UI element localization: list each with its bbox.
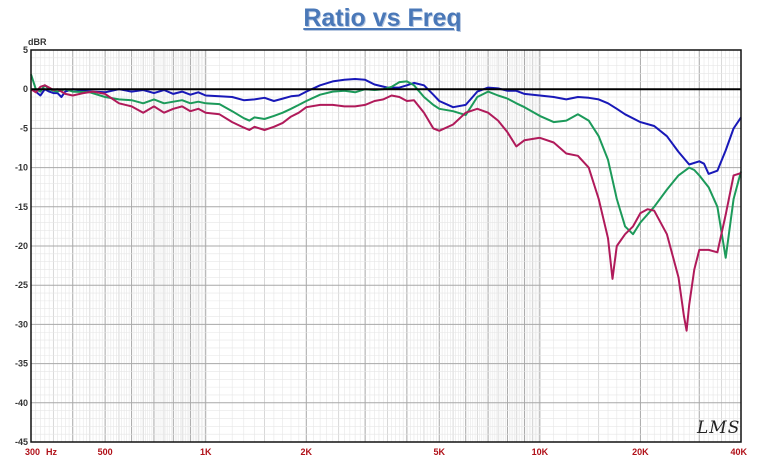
x-axis-unit-label: Hz: [46, 447, 57, 457]
series-line-3: [30, 84, 742, 332]
series-line-1: [30, 78, 742, 175]
x-tick-label: 20K: [632, 447, 649, 457]
plot-frame: [30, 49, 742, 443]
y-tick-label: 0: [23, 84, 28, 94]
x-tick-label: 40K: [730, 447, 747, 457]
y-tick-labels: 5 0 -5 -10 -15 -20 -25 -30 -35 -40 -45: [15, 45, 28, 447]
signature-logo: LMS: [697, 418, 741, 438]
x-tick-label: 300: [25, 447, 40, 457]
y-tick-label: 5: [23, 45, 28, 55]
y-tick-label: -25: [15, 280, 28, 290]
y-tick-label: -15: [15, 202, 28, 212]
y-tick-label: -10: [15, 163, 28, 173]
x-tick-label: 500: [98, 447, 113, 457]
y-tick-label: -30: [15, 319, 28, 329]
x-tick-labels: 300 500 1K 2K 5K 10K 20K 40K: [25, 447, 747, 457]
chart-title: Ratio vs Freq: [303, 4, 462, 32]
x-tick-label: 1K: [200, 447, 212, 457]
y-tick-label: -20: [15, 241, 28, 251]
y-tick-label: -5: [20, 123, 28, 133]
x-tick-label: 10K: [532, 447, 549, 457]
y-tick-label: -35: [15, 359, 28, 369]
y-axis-label: dBR: [28, 37, 47, 47]
y-tick-label: -45: [15, 437, 28, 447]
x-tick-label: 5K: [433, 447, 445, 457]
x-tick-label: 2K: [301, 447, 313, 457]
y-tick-label: -40: [15, 398, 28, 408]
